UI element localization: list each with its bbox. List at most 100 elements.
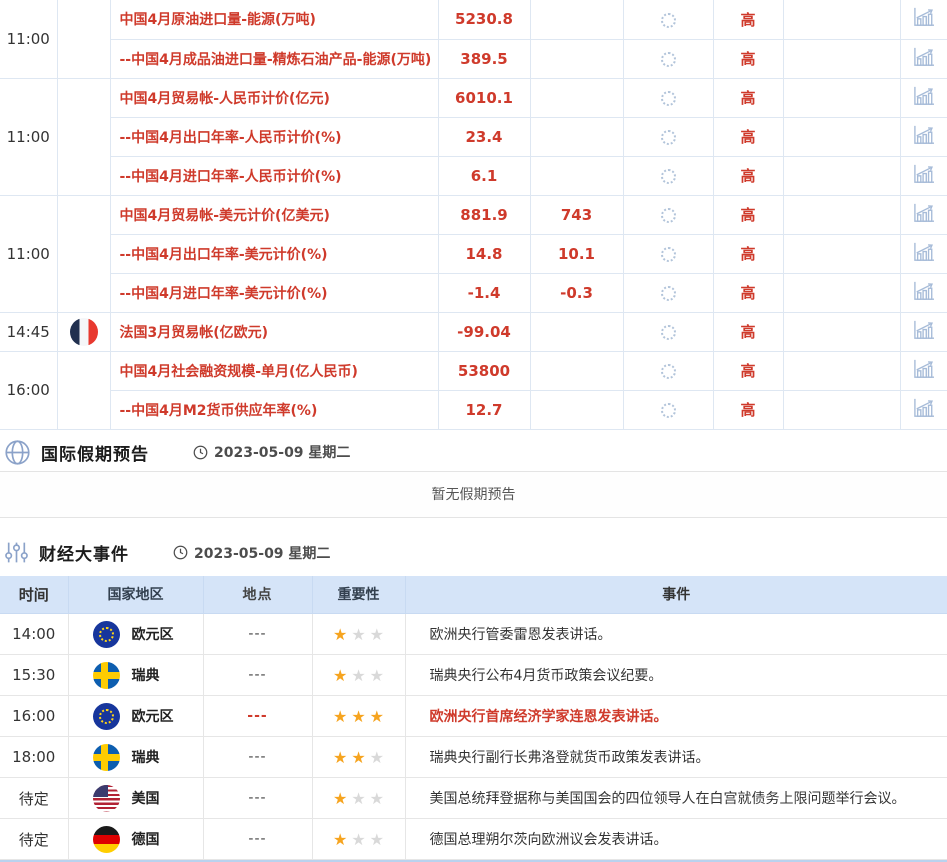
table-row: --中国4月出口年率-美元计价(%) 14.8 10.1 高 (0, 233, 947, 274)
forecast-value (529, 0, 624, 40)
loading-spinner-icon (660, 208, 676, 223)
chart-icon[interactable] (913, 203, 935, 223)
indicator-name: 中国4月贸易帐-人民币计价(亿元) (109, 77, 439, 118)
loading-spinner-icon (660, 91, 676, 106)
loading-spinner-icon (660, 403, 676, 418)
usa-flag-icon (92, 784, 120, 812)
chart-icon[interactable] (913, 242, 935, 262)
actual-value: 53800 (437, 350, 531, 391)
chart-icon[interactable] (913, 86, 935, 106)
star-icon: ★ (332, 706, 348, 726)
event-row[interactable]: 待定 美国 --- ★ ★ ★ 美国总统拜登据称与美国国会的四位领导人在白宫就债务上… (0, 777, 947, 819)
loading-spinner-icon (660, 364, 676, 379)
country-name: 美国 (131, 791, 160, 807)
star-icon: ★ (332, 747, 348, 767)
chart-icon[interactable] (913, 359, 935, 379)
event-row[interactable]: 14:00 欧元区 --- ★ ★ ★ 欧洲央行管委雷恩发表讲话。 (0, 613, 947, 655)
indicator-name: 中国4月社会融资规模-单月(亿人民币) (109, 350, 439, 391)
actual-value: -1.4 (437, 272, 531, 313)
chart-icon[interactable] (913, 47, 935, 67)
country-flag-cell (56, 0, 111, 79)
star-icon: ★ (351, 665, 366, 685)
event-time: 14:00 (0, 613, 69, 655)
forecast-value: -0.3 (529, 272, 624, 313)
importance-label: 高 (712, 350, 784, 391)
event-location: --- (202, 613, 313, 655)
actual-value: 389.5 (437, 38, 531, 79)
event-row[interactable]: 18:00 瑞典 --- ★ ★ ★ 瑞典央行副行长弗洛登就货币政策发表讲话。 (0, 736, 947, 778)
column-header-importance: 重要性 (311, 575, 406, 614)
column-header-location: 地点 (202, 575, 313, 614)
importance-stars: ★ ★ ★ (311, 736, 406, 778)
chart-icon[interactable] (913, 281, 935, 301)
section-title: 财经大事件 (39, 545, 129, 565)
empty-cell (782, 0, 901, 40)
loading-spinner-icon (660, 247, 676, 262)
chart-cell (899, 0, 947, 40)
event-time: 16:00 (0, 350, 58, 430)
indicator-name: --中国4月成品油进口量-精炼石油产品-能源(万吨) (110, 38, 439, 79)
indicator-name: --中国4月进口年率-美元计价(%) (110, 272, 439, 313)
loading-spinner-icon (660, 52, 676, 67)
actual-value: 5230.8 (437, 0, 531, 40)
forecast-value (529, 116, 624, 157)
event-row[interactable]: 15:30 瑞典 --- ★ ★ ★ 瑞典央行公布4月货币政策会议纪要。 (0, 654, 947, 696)
table-row: 16:00 中国4月社会融资规模-单月(亿人民币) 53800 高 (0, 350, 947, 430)
event-row[interactable]: 待定 德国 --- ★ ★ ★ 德国总理朔尔茨向欧洲议会发表讲话。 (0, 818, 947, 860)
star-icon: ★ (351, 829, 366, 849)
indicator-name: --中国4月进口年率-人民币计价(%) (110, 155, 439, 196)
actual-value: 14.8 (437, 233, 531, 274)
event-time: 14:45 (0, 311, 58, 352)
importance-stars: ★ ★ ★ (311, 777, 406, 819)
importance-stars: ★ ★ ★ (311, 654, 406, 696)
star-icon: ★ (351, 788, 366, 808)
forecast-value (529, 38, 624, 79)
globe-icon (4, 439, 31, 466)
country-name: 瑞典 (131, 668, 160, 684)
event-row-highlighted[interactable]: 16:00 欧元区 --- ★ ★ ★ 欧洲央行首席经济学家连恩发表讲话。 (0, 695, 947, 737)
clock-icon (173, 545, 188, 560)
importance-label: 高 (712, 311, 784, 352)
country-flag-cell (56, 194, 111, 313)
chart-icon[interactable] (913, 125, 935, 145)
table-row: --中国4月进口年率-美元计价(%) -1.4 -0.3 高 (0, 272, 947, 313)
section-date: 2023-05-09 星期二 (173, 543, 330, 563)
events-section-header: 财经大事件 2023-05-09 星期二 (0, 518, 947, 576)
table-row: --中国4月M2货币供应年率(%) 12.7 高 (0, 389, 947, 430)
chart-icon[interactable] (913, 7, 935, 27)
section-title: 国际假期预告 (41, 444, 149, 465)
chart-icon[interactable] (913, 398, 935, 418)
sweden-flag-icon (92, 743, 120, 771)
star-icon: ★ (332, 829, 348, 849)
forecast-value (529, 350, 624, 391)
event-time: 待定 (0, 818, 69, 860)
event-description: 欧洲央行管委雷恩发表讲话。 (404, 613, 947, 655)
loading-spinner-icon (660, 325, 676, 340)
indicator-name: 中国4月原油进口量-能源(万吨) (109, 0, 439, 40)
column-header-country: 国家地区 (67, 575, 204, 614)
loading-spinner-icon (660, 130, 676, 145)
eu-flag-icon (92, 620, 120, 648)
star-icon: ★ (332, 788, 348, 808)
chart-icon[interactable] (913, 320, 935, 340)
country-flag-cell (56, 350, 111, 430)
event-time: 11:00 (0, 0, 58, 79)
importance-stars: ★ ★ ★ (311, 695, 406, 737)
chart-icon[interactable] (913, 164, 935, 184)
germany-flag-icon (92, 825, 120, 853)
importance-label: 高 (712, 0, 784, 40)
star-icon: ★ (369, 665, 385, 685)
forecast-value: 10.1 (529, 233, 624, 274)
event-location: --- (202, 736, 313, 778)
star-icon: ★ (351, 706, 366, 726)
loading-spinner-icon (660, 169, 676, 184)
star-icon: ★ (369, 747, 385, 767)
indicator-name: --中国4月M2货币供应年率(%) (110, 389, 439, 430)
importance-label: 高 (712, 116, 784, 157)
event-location: --- (202, 777, 313, 819)
actual-value: 6.1 (437, 155, 531, 196)
actual-value: 23.4 (437, 116, 531, 157)
column-header-event: 事件 (404, 575, 947, 614)
event-time: 18:00 (0, 736, 69, 778)
forecast-value (529, 389, 624, 430)
